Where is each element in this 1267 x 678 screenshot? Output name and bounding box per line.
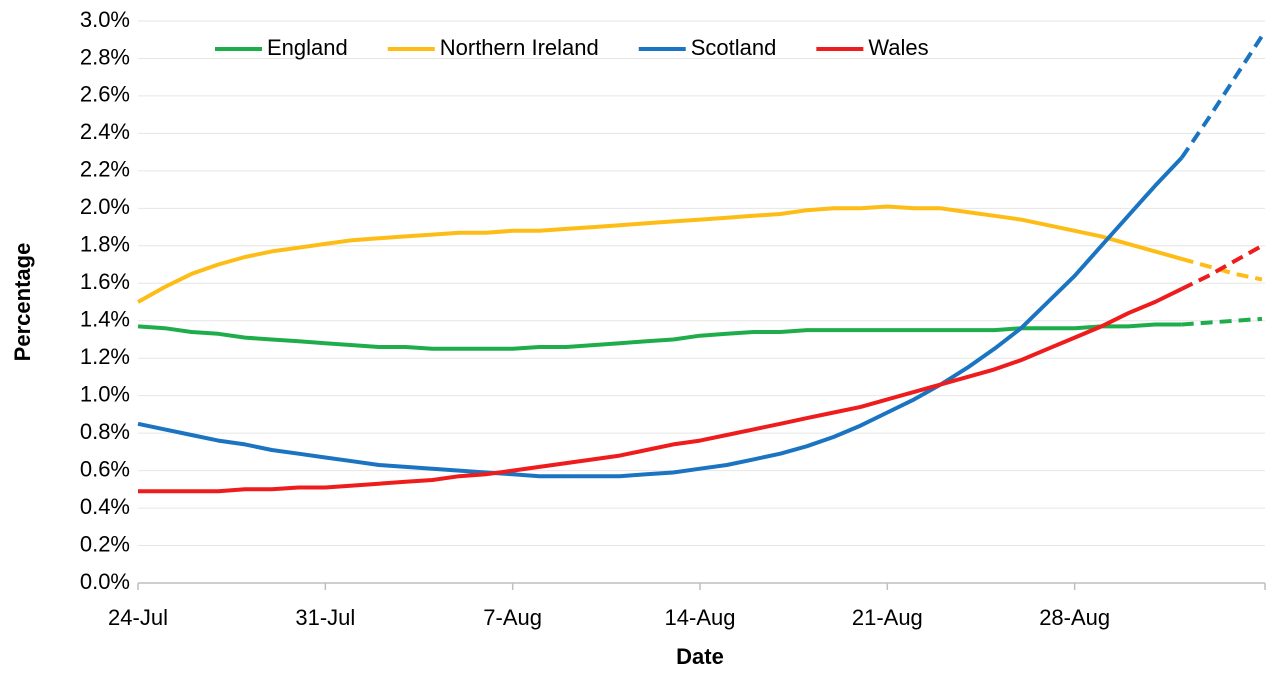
projected-line (1180, 244, 1263, 291)
legend-label: England (267, 35, 348, 60)
series-line (137, 322, 1182, 351)
x-tick-label: 14-Aug (665, 605, 736, 630)
legend-label: Scotland (691, 35, 777, 60)
y-tick-label: 1.4% (80, 307, 130, 332)
series-line (138, 287, 1183, 494)
y-tick-label: 1.2% (80, 344, 130, 369)
x-tick-label: 31-Jul (295, 605, 355, 630)
y-tick-label: 0.6% (80, 456, 130, 481)
y-tick-label: 2.4% (80, 119, 130, 144)
y-tick-label: 0.4% (80, 494, 130, 519)
y-tick-label: 0.8% (80, 419, 130, 444)
series-line (137, 156, 1184, 479)
y-tick-label: 2.8% (80, 44, 130, 69)
y-tick-label: 1.0% (80, 381, 130, 406)
y-axis-title: Percentage (10, 243, 35, 362)
y-tick-label: 1.8% (80, 232, 130, 257)
y-tick-label: 2.0% (80, 194, 130, 219)
y-tick-label: 0.0% (80, 569, 130, 594)
y-tick-label: 2.6% (80, 82, 130, 107)
projected-line (1181, 316, 1263, 327)
legend-label: Northern Ireland (440, 35, 599, 60)
x-tick-label: 24-Jul (108, 605, 168, 630)
series-line (137, 204, 1183, 304)
y-tick-label: 0.2% (80, 531, 130, 556)
x-tick-label: 21-Aug (852, 605, 923, 630)
projected-line (1180, 34, 1264, 159)
x-tick-label: 7-Aug (483, 605, 542, 630)
y-tick-label: 3.0% (80, 7, 130, 32)
y-tick-label: 2.2% (80, 157, 130, 182)
y-tick-label: 1.6% (80, 269, 130, 294)
x-axis-title: Date (676, 644, 724, 669)
x-tick-label: 28-Aug (1039, 605, 1110, 630)
legend-label: Wales (868, 35, 928, 60)
